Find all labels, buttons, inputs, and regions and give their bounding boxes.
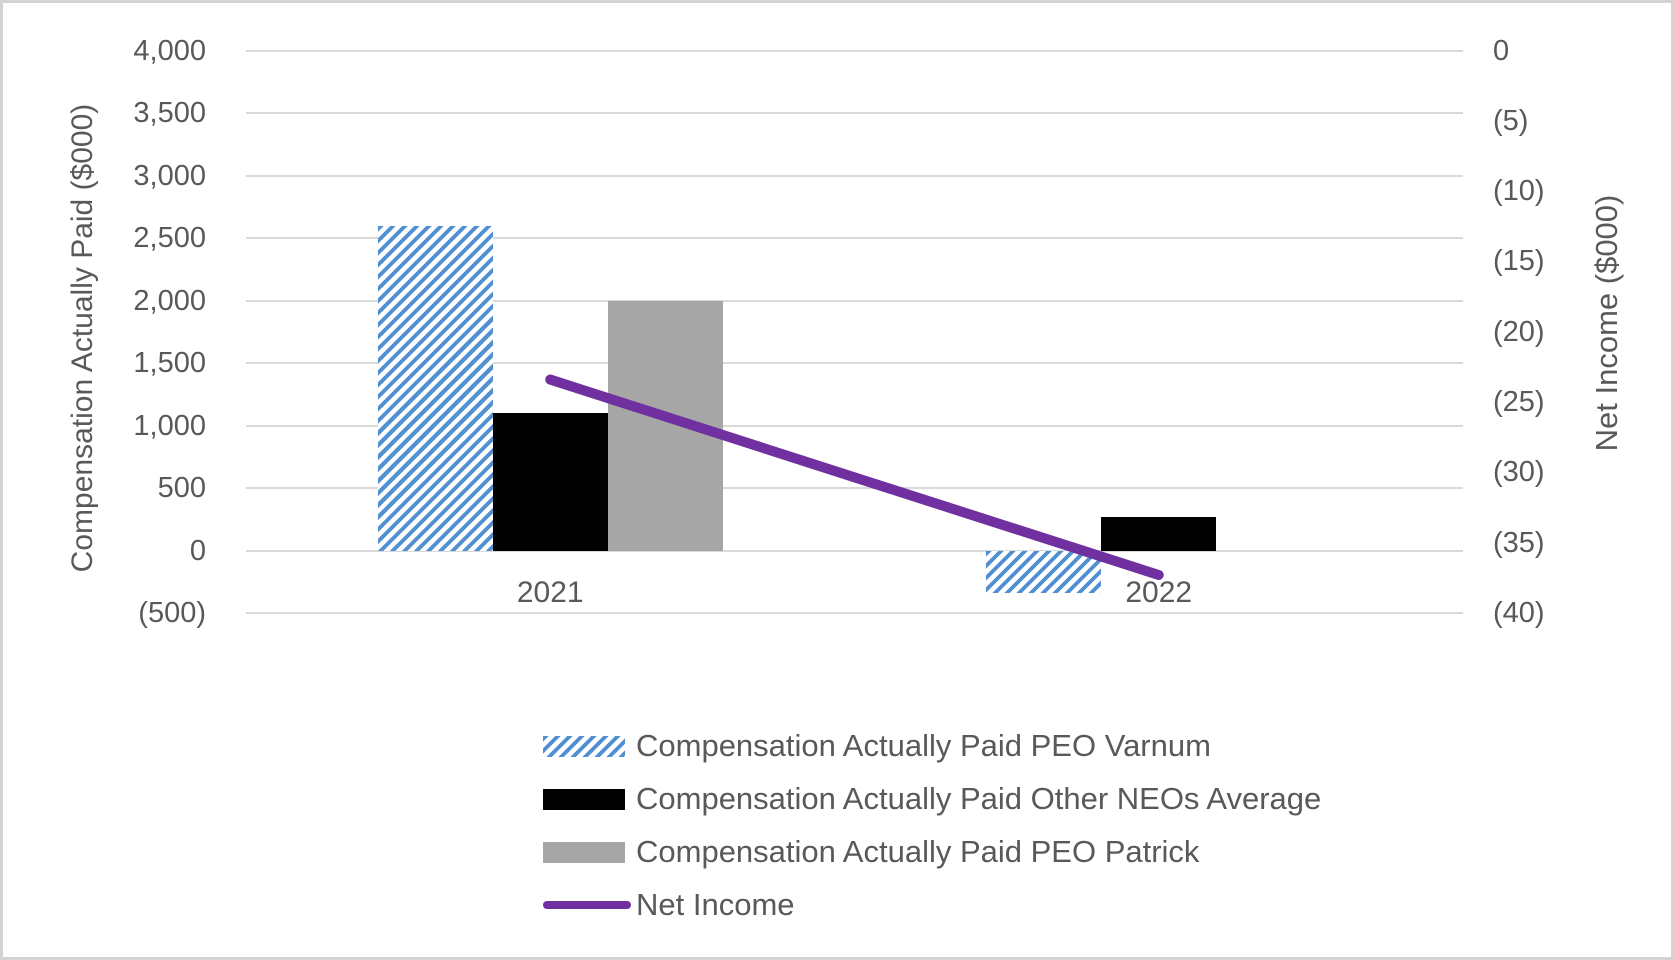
right-axis-tick-label: (25) [1493,386,1545,419]
right-axis-tick-label: (15) [1493,245,1545,278]
right-axis-tick-label: (30) [1493,456,1545,489]
right-axis-tick-label: (5) [1493,104,1529,137]
legend-swatch-hatched-blue [543,735,625,757]
bar-other-neos-2021 [492,413,608,551]
legend-item: Compensation Actually Paid PEO Patrick [543,834,1199,870]
left-axis-tick-label: 3,500 [133,97,206,129]
legend-label: Compensation Actually Paid Other NEOs Av… [636,781,1322,816]
right-axis-title: Net Income ($000) [1589,194,1624,452]
gridline [246,237,1463,239]
bar-peo-patrick-2021 [607,300,723,551]
gridline [246,362,1463,364]
gridline [246,49,1463,52]
left-axis-tick-label: 2,000 [133,284,206,317]
legend-item: Compensation Actually Paid PEO Varnum [543,728,1211,764]
right-axis-tick-label: 0 [1493,34,1510,67]
legend-label: Compensation Actually Paid PEO Varnum [636,728,1211,763]
category-label-2021: 2021 [516,576,584,609]
right-axis-tick-label: (10) [1493,175,1545,208]
right-axis-tick-label: (40) [1493,597,1545,629]
left-axis-tick-label: 1,500 [133,347,206,379]
legend-label: Net Income [636,887,795,922]
bar-other-neos-2022 [1101,516,1217,551]
right-axis-tick-label: (20) [1493,315,1545,348]
left-axis-tick-label: 2,500 [133,222,206,254]
legend-swatch-solid [543,788,625,810]
legend-swatch-solid [543,841,625,863]
left-axis-tick-label: (500) [138,597,206,629]
legend-item: Compensation Actually Paid Other NEOs Av… [543,781,1321,817]
right-axis-tick-label: (35) [1493,526,1545,559]
gridline [246,299,1463,302]
legend-item: Net Income [543,887,795,923]
gridline [246,174,1463,177]
left-axis-tick-label: 0 [189,534,206,567]
left-axis-tick-label: 500 [157,472,206,504]
gridline [246,112,1463,114]
left-axis-tick-label: 4,000 [133,34,206,67]
category-label-2022: 2022 [1125,576,1193,609]
legend-label: Compensation Actually Paid PEO Patrick [636,834,1200,869]
left-axis-title: Compensation Actually Paid ($000) [66,103,99,573]
legend-swatch-line [543,901,631,909]
left-axis-tick-label: 3,000 [133,159,206,192]
left-axis-tick-label: 1,000 [133,409,206,442]
gridline [246,612,1463,614]
bar-peo-varnum-2021 [377,225,493,551]
